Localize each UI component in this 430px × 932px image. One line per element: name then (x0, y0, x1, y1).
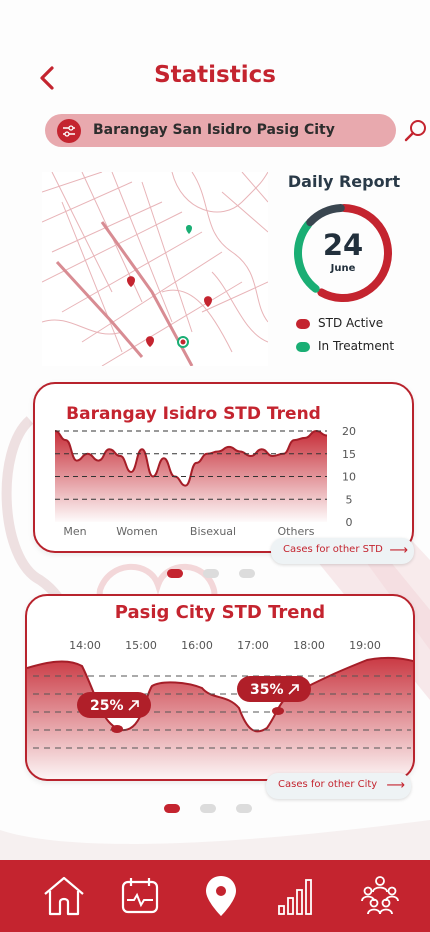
city-trend-card[interactable]: Pasig City STD Trend 14:00 15:00 16:00 17:0… (25, 594, 415, 781)
legend-in-treatment: In Treatment (296, 339, 394, 353)
back-arrow-icon[interactable] (34, 64, 62, 92)
location-search-bar[interactable]: Barangay San Isidro Pasig City (45, 114, 426, 147)
y-tick-label: 15 (342, 448, 356, 461)
filter-button[interactable] (57, 119, 81, 143)
map-markers (127, 225, 212, 348)
bottom-navigation (0, 860, 430, 932)
search-icon[interactable] (403, 118, 429, 144)
in-treatment-swatch (296, 341, 310, 352)
category-label: Others (278, 525, 315, 538)
cases-other-std-button[interactable]: Cases for other STD ⟶ (271, 538, 414, 564)
category-label: Bisexual (190, 525, 236, 538)
time-tick-label: 14:00 (69, 639, 101, 652)
percent-badge-label: 35% (250, 682, 284, 698)
trend-up-arrow-icon (288, 684, 299, 695)
std-active-arc (317, 204, 392, 302)
cases-other-city-button[interactable]: Cases for other City ⟶ (266, 773, 411, 799)
y-tick-label: 0 (346, 516, 353, 529)
y-tick-label: 5 (346, 493, 353, 506)
std-active-swatch (296, 318, 310, 329)
y-tick-label: 20 (342, 425, 356, 438)
pager-dots-barangay (167, 563, 275, 582)
time-tick-label: 17:00 (237, 639, 269, 652)
time-tick-label: 19:00 (349, 639, 381, 652)
home-icon[interactable] (40, 874, 88, 918)
trend-up-arrow-icon (128, 700, 139, 711)
page-title: Statistics (154, 62, 276, 88)
cases-other-std-label: Cases for other STD (283, 544, 383, 555)
cases-other-city-label: Cases for other City (278, 779, 378, 790)
pager-dot[interactable] (239, 569, 255, 578)
report-month: June (330, 263, 356, 274)
location-text: Barangay San Isidro Pasig City (93, 122, 335, 138)
barangay-trend-card[interactable]: Barangay Isidro STD Trend 0 5 10 15 20 Men Wom… (33, 382, 414, 553)
legend-label: STD Active (318, 316, 384, 330)
percent-badge[interactable]: 25% (77, 692, 151, 718)
percent-badge-label: 25% (90, 698, 124, 714)
arrow-right-icon: ⟶ (389, 543, 408, 558)
legend-label: In Treatment (318, 339, 395, 353)
city-trend-title: Pasig City STD Trend (114, 602, 326, 623)
header: Statistics (0, 58, 430, 98)
percent-badge[interactable]: 35% (237, 676, 311, 702)
time-tick-label: 15:00 (125, 639, 157, 652)
pager-dots-city (164, 798, 272, 817)
in-treatment-arc (294, 220, 320, 293)
location-map[interactable] (42, 172, 268, 366)
pager-dot[interactable] (200, 804, 216, 813)
location-pin-icon[interactable] (197, 874, 245, 918)
pager-dot[interactable] (236, 804, 252, 813)
data-point-marker[interactable] (111, 725, 123, 733)
statistics-bars-icon[interactable] (273, 874, 321, 918)
city-trend-chart: 14:00 15:00 16:00 17:00 18:00 19:00 25% 35% (27, 639, 413, 779)
category-label: Men (63, 525, 86, 538)
daily-report-donut (294, 204, 392, 302)
y-tick-label: 10 (342, 471, 356, 484)
pager-dot[interactable] (167, 569, 183, 578)
report-day: 24 (322, 228, 364, 262)
time-tick-label: 16:00 (181, 639, 213, 652)
legend-std-active: STD Active (296, 316, 383, 330)
barangay-trend-title: Barangay Isidro STD Trend (66, 404, 321, 424)
calendar-health-icon[interactable] (116, 874, 164, 918)
community-group-icon[interactable] (356, 874, 404, 918)
barangay-trend-chart: 0 5 10 15 20 Men Women Bisexual Others (54, 425, 356, 538)
time-tick-label: 18:00 (293, 639, 325, 652)
arrow-right-icon: ⟶ (386, 778, 405, 793)
pager-dot[interactable] (203, 569, 219, 578)
remaining-arc (306, 204, 345, 227)
city-trend-area (27, 657, 413, 779)
category-label: Women (116, 525, 157, 538)
filter-sliders-icon (63, 125, 75, 137)
data-point-marker[interactable] (272, 707, 284, 715)
daily-report-title: Daily Report (287, 172, 401, 191)
pager-dot[interactable] (164, 804, 180, 813)
